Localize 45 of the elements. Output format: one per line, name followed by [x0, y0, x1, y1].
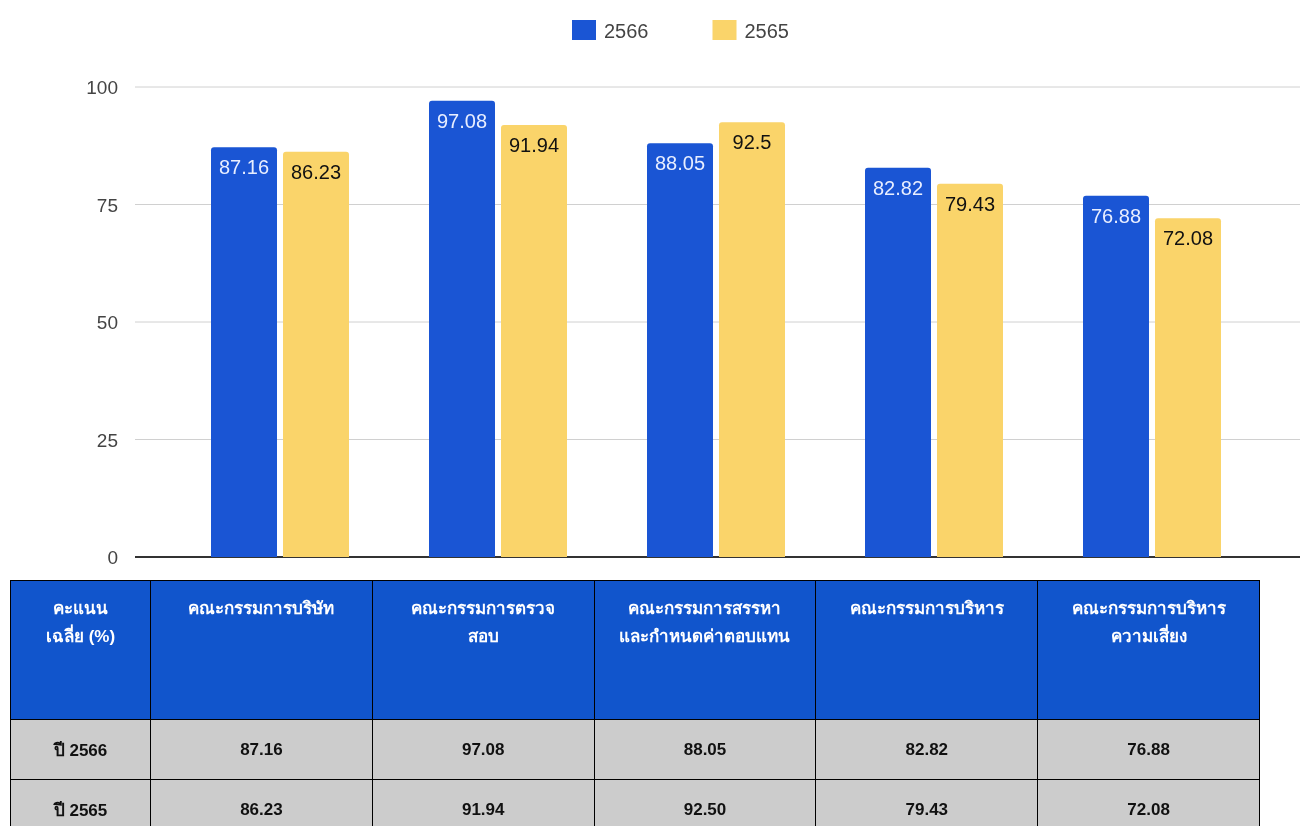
x-tick-label: คณะกรรมการสรรหาและกำหนดค่าตอบแทน	[594, 580, 816, 720]
x-tick-label: คณะกรรมการบริษัท	[150, 580, 373, 720]
y-tick-label: 75	[96, 194, 118, 216]
text: ปี 2565	[10, 779, 151, 826]
bar	[283, 151, 349, 557]
legend-label: 2565	[744, 20, 789, 42]
data-label: 88.05	[654, 152, 706, 175]
text: 82.82	[815, 719, 1038, 780]
y-tick-label: 100	[86, 77, 118, 98]
text: คะแนนเฉลี่ย (%)	[10, 580, 151, 720]
x-tick-label: คณะกรรมการบริหาร	[815, 580, 1038, 720]
text: 97.08	[372, 719, 595, 780]
bar	[1155, 218, 1221, 557]
y-tick-label: 0	[107, 547, 118, 568]
text: 86.23	[150, 779, 373, 826]
bar	[211, 147, 277, 557]
x-tick-label: คณะกรรมการตรวจสอบ	[372, 580, 595, 720]
text: ปี 2566	[10, 719, 151, 780]
data-label: 82.82	[872, 176, 924, 199]
bar	[865, 167, 931, 557]
data-label: 86.23	[290, 160, 342, 183]
bar	[937, 183, 1003, 557]
y-tick-label: 25	[96, 429, 118, 451]
y-tick-label: 50	[96, 312, 118, 333]
bar	[1083, 195, 1149, 557]
text: 72.08	[1037, 779, 1260, 826]
bar	[429, 100, 495, 557]
data-label: 76.88	[1090, 204, 1142, 227]
text: 92.50	[594, 779, 816, 826]
x-tick-label: คณะกรรมการบริหารความเสี่ยง	[1037, 580, 1260, 720]
bar	[647, 143, 713, 557]
data-label: 92.5	[732, 131, 772, 154]
text: 91.94	[372, 779, 595, 826]
text: 87.16	[150, 719, 373, 780]
bar	[719, 122, 785, 557]
legend-label: 2566	[604, 20, 649, 42]
text: 88.05	[594, 719, 816, 780]
text: 76.88	[1037, 719, 1260, 780]
data-label: 87.16	[218, 156, 270, 179]
text: 79.43	[815, 779, 1038, 826]
data-label: 72.08	[1162, 227, 1214, 250]
bar	[501, 124, 567, 557]
data-label: 97.08	[436, 109, 488, 132]
data-label: 91.94	[508, 133, 560, 156]
data-label: 79.43	[944, 192, 996, 215]
